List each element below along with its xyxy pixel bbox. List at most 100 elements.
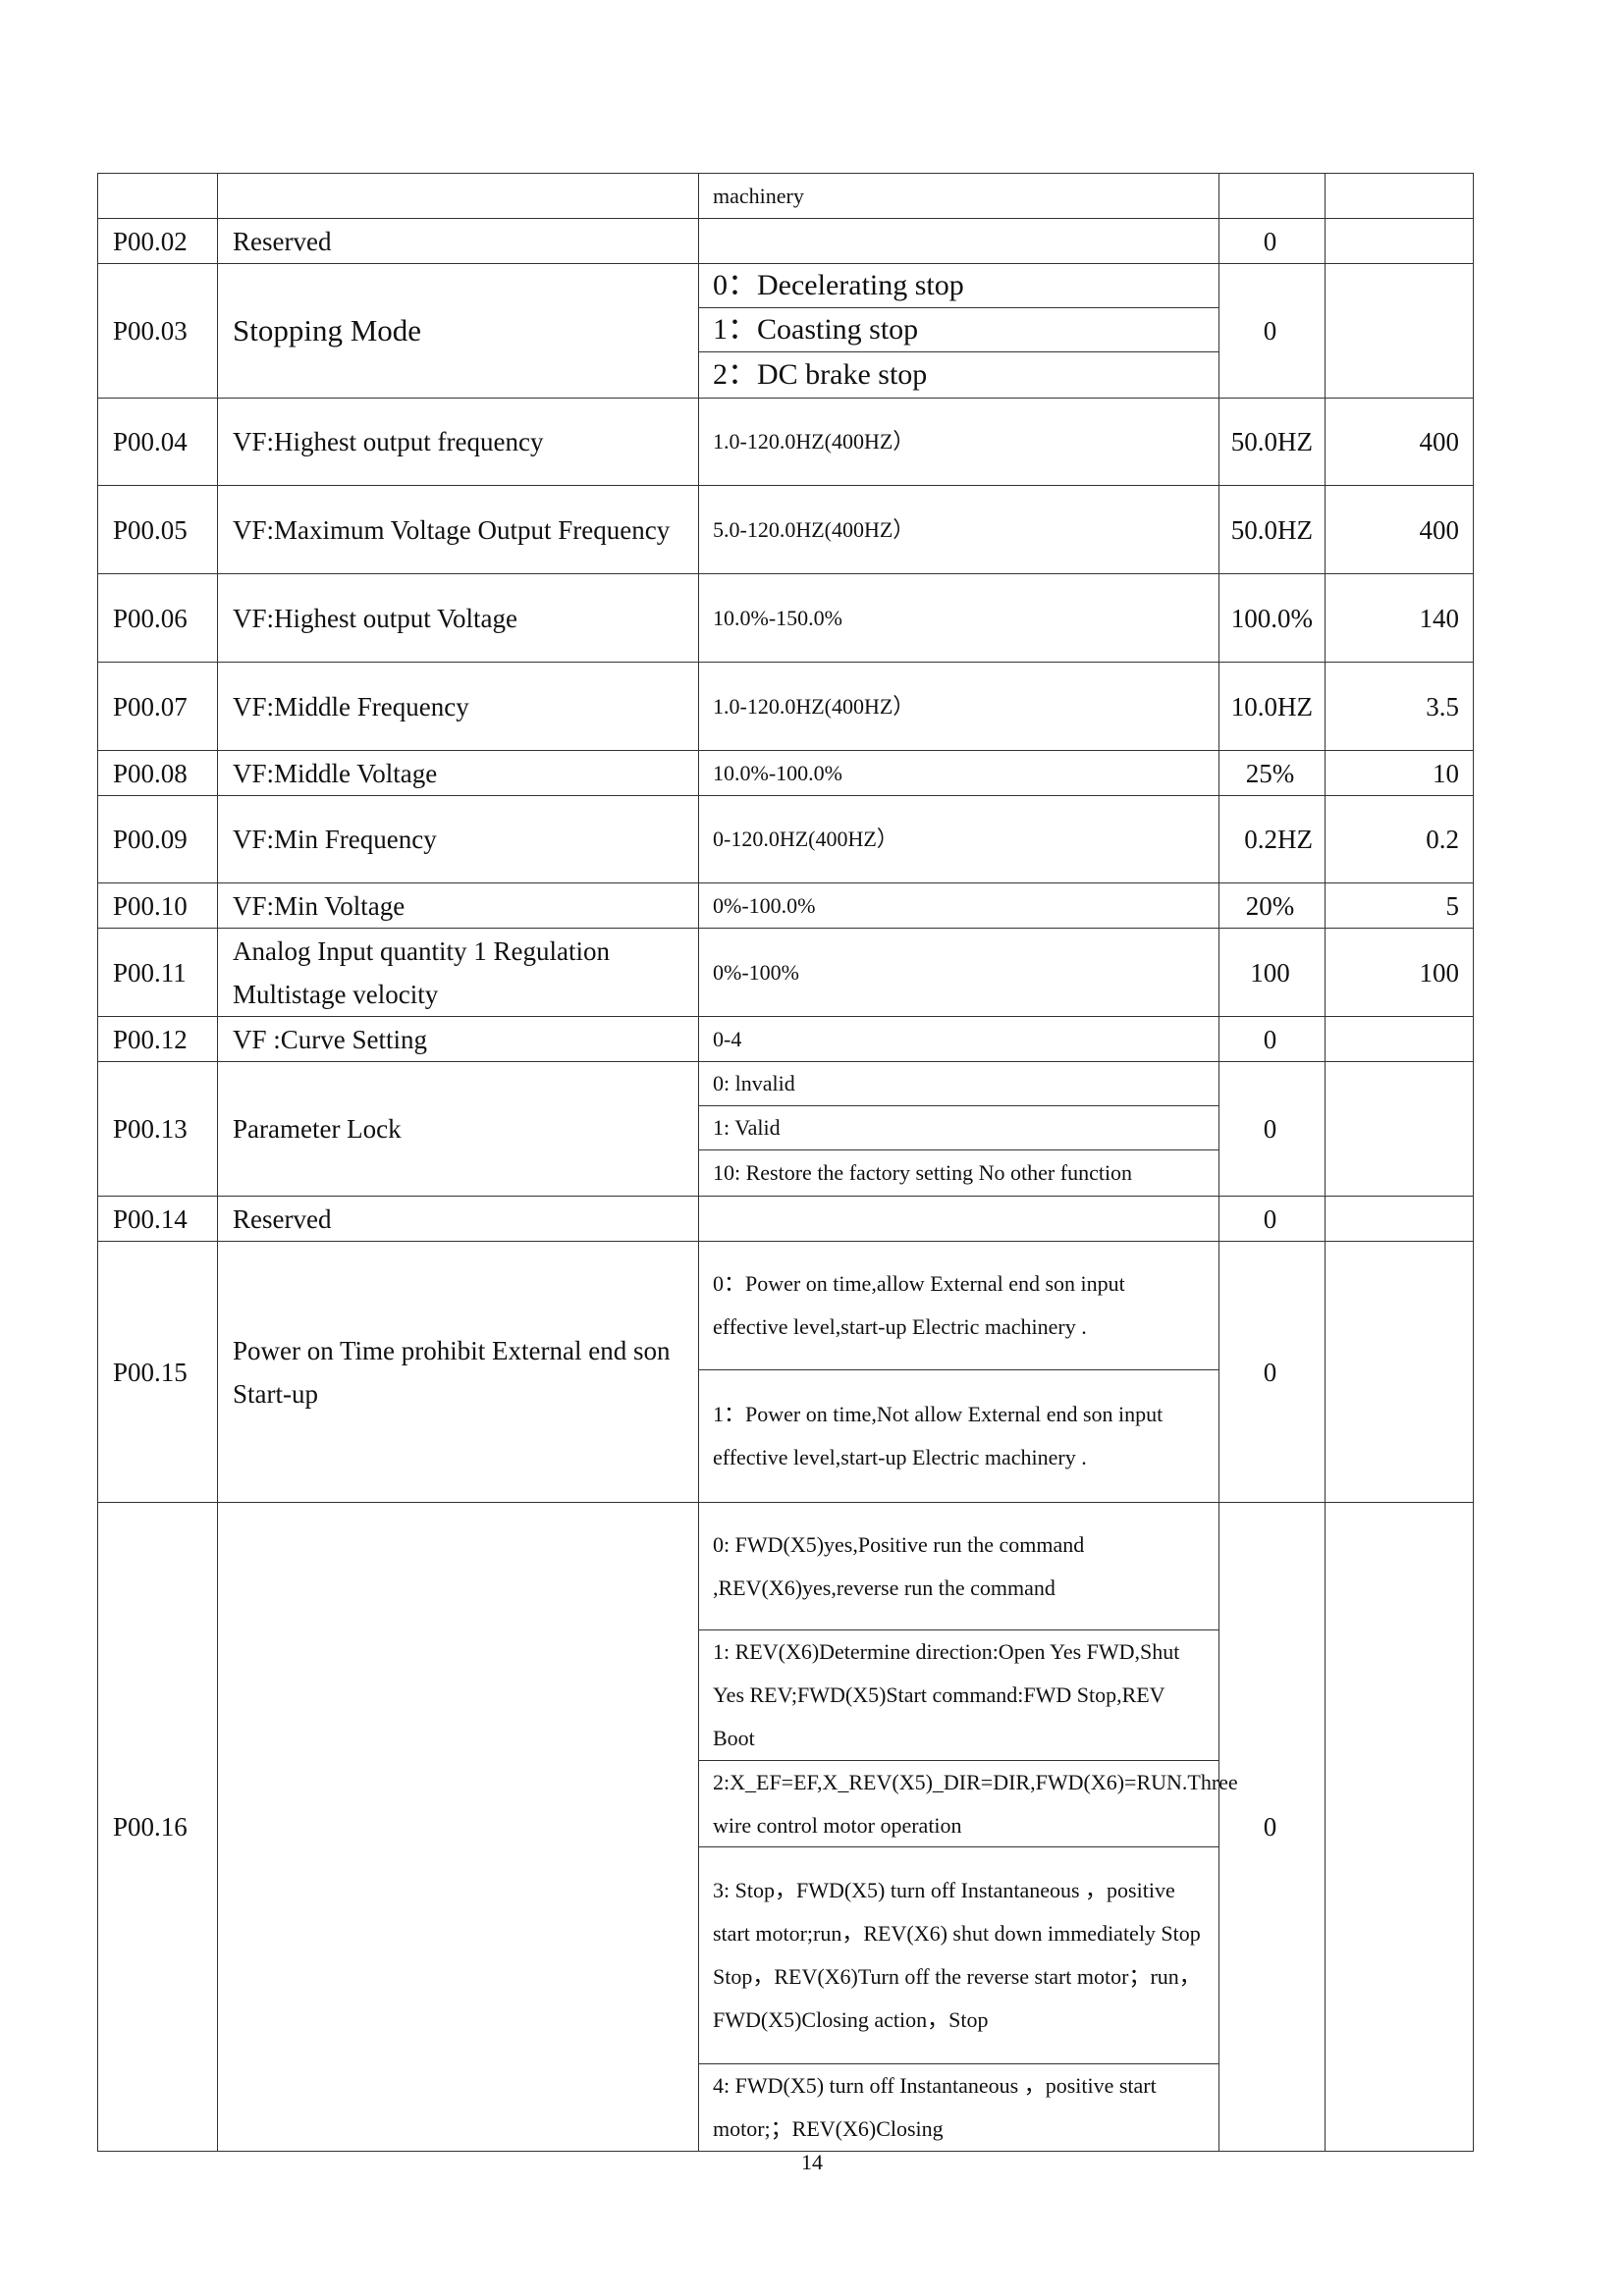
factory-value: 0.2 [1325, 795, 1474, 883]
page-number: 14 [801, 2150, 823, 2174]
factory-value [1325, 1016, 1474, 1062]
parameter-row: P00.10 VF:Min Voltage 0%-100.0% 20% 5 [97, 882, 1474, 929]
setting-range: 0: lnvalid 1: Valid 10: Restore the factor… [698, 1061, 1219, 1197]
range-option: 4: FWD(X5) turn off Instantaneous ，posit… [713, 2073, 1157, 2141]
range-option: 2:X_EF=EF,X_REV(X5)_DIR=DIR,FWD(X6)=RUN.… [699, 1761, 1238, 1847]
parameter-row: P00.06 VF:Highest output Voltage 10.0%-150… [97, 573, 1474, 663]
range-option: 0-4 [713, 1026, 742, 1051]
range-option: 0: FWD(X5)yes,Positive run the command ,… [699, 1503, 1218, 1630]
factory-value: 400 [1325, 485, 1474, 574]
setting-range [698, 218, 1219, 264]
range-option: 0-120.0HZ(400HZ） [713, 827, 898, 851]
factory-value [1325, 1241, 1474, 1503]
parameter-row: P00.14 Reserved 0 [97, 1196, 1474, 1242]
parameter-row: P00.03 Stopping Mode 0：Decelerating stop 1：… [97, 263, 1474, 399]
parameter-name: VF:Maximum Voltage Output Frequency [217, 485, 699, 574]
range-option: 1: REV(X6)Determine direction:Open Yes F… [699, 1630, 1218, 1761]
factory-value [1325, 173, 1474, 219]
default-value: 100.0% [1218, 573, 1326, 663]
setting-range: 0: FWD(X5)yes,Positive run the command ,… [698, 1502, 1238, 2152]
parameter-row: P00.09 VF:Min Frequency 0-120.0HZ(400HZ） 0.… [97, 795, 1474, 883]
range-option: 1：Power on time,Not allow External end s… [713, 1402, 1164, 1469]
parameter-code: P00.08 [97, 750, 218, 796]
default-value: 0 [1218, 218, 1326, 264]
parameter-name: Power on Time prohibit External end son … [217, 1241, 699, 1503]
parameter-code: P00.12 [97, 1016, 218, 1062]
range-option: 10.0%-100.0% [713, 760, 842, 785]
parameter-code: P00.16 [97, 1502, 218, 2152]
parameter-code [97, 173, 218, 219]
parameter-row: P00.07 VF:Middle Frequency 1.0-120.0HZ(400… [97, 662, 1474, 751]
factory-value [1325, 218, 1474, 264]
parameter-name: VF :Curve Setting [217, 1016, 699, 1062]
parameter-name: Analog Input quantity 1 Regulation Multi… [217, 928, 699, 1017]
range-option: 0%-100.0% [713, 892, 816, 918]
parameter-name: Reserved [217, 1196, 699, 1242]
range-option: 1.0-120.0HZ(400HZ） [713, 693, 915, 719]
parameter-row: P00.05 VF:Maximum Voltage Output Frequenc… [97, 485, 1474, 574]
parameter-name: VF:Highest output Voltage [217, 573, 699, 663]
default-value: 0 [1218, 1061, 1326, 1197]
parameter-name: VF:Min Voltage [217, 882, 699, 929]
parameter-name: Parameter Lock [217, 1061, 699, 1197]
parameter-row: P00.12 VF :Curve Setting 0-4 0 [97, 1016, 1474, 1062]
default-value: 100 [1218, 928, 1326, 1017]
factory-value [1325, 1502, 1474, 2152]
factory-value: 10 [1325, 750, 1474, 796]
setting-range: 1.0-120.0HZ(400HZ） [698, 398, 1219, 486]
parameter-name: VF:Middle Frequency [217, 662, 699, 751]
factory-value [1325, 263, 1474, 399]
parameter-row: P00.02 Reserved 0 [97, 218, 1474, 264]
factory-value: 5 [1325, 882, 1474, 929]
parameter-name: Reserved [217, 218, 699, 264]
parameter-code: P00.09 [97, 795, 218, 883]
factory-value [1325, 1196, 1474, 1242]
parameter-name: Stopping Mode [217, 263, 699, 399]
parameter-code: P00.06 [97, 573, 218, 663]
range-option: 1: Valid [699, 1106, 1218, 1150]
factory-value: 100 [1325, 928, 1474, 1017]
parameter-table: machinery P00.02 Reserved 0 P00.03 Stopping M… [97, 173, 1474, 2152]
range-option: 2：DC brake stop [713, 358, 928, 391]
parameter-code: P00.15 [97, 1241, 218, 1503]
parameter-row: P00.16 0: FWD(X5)yes,Positive run the com… [97, 1502, 1474, 2152]
parameter-code: P00.11 [97, 928, 218, 1017]
factory-value: 140 [1325, 573, 1474, 663]
default-value: 10.0HZ [1218, 662, 1326, 751]
parameter-code: P00.10 [97, 882, 218, 929]
parameter-code: P00.03 [97, 263, 218, 399]
default-value: 0 [1218, 1196, 1326, 1242]
default-value: 20% [1218, 882, 1326, 929]
parameter-name [217, 1502, 699, 2152]
parameter-name [217, 173, 699, 219]
parameter-code: P00.04 [97, 398, 218, 486]
parameter-row: P00.04 VF:Highest output frequency 1.0-120… [97, 398, 1474, 486]
factory-value: 400 [1325, 398, 1474, 486]
range-option: 1：Coasting stop [699, 308, 1218, 352]
range-option: 0：Power on time,allow External end son i… [699, 1242, 1218, 1370]
range-option: 10: Restore the factory setting No other… [713, 1160, 1133, 1185]
range-option: 0%-100% [713, 959, 799, 985]
default-value: 50.0HZ [1218, 398, 1326, 486]
parameter-code: P00.05 [97, 485, 218, 574]
parameter-name: VF:Highest output frequency [217, 398, 699, 486]
parameter-code: P00.14 [97, 1196, 218, 1242]
parameter-name: VF:Middle Voltage [217, 750, 699, 796]
default-value: 25% [1218, 750, 1326, 796]
factory-value [1325, 1061, 1474, 1197]
range-option: 3: Stop，FWD(X5) turn off Instantaneous ，… [699, 1847, 1218, 2064]
default-value: 0 [1218, 1016, 1326, 1062]
default-value: 50.0HZ [1218, 485, 1326, 574]
setting-range: 10.0%-100.0% [698, 750, 1219, 796]
range-option: 10.0%-150.0% [713, 605, 842, 630]
default-value: 0.2HZ [1218, 795, 1326, 883]
range-option: 1.0-120.0HZ(400HZ） [713, 429, 915, 454]
setting-range: 0-4 [698, 1016, 1219, 1062]
default-value: 0 [1218, 1241, 1326, 1503]
setting-range: 10.0%-150.0% [698, 573, 1219, 663]
parameter-row: machinery [97, 173, 1474, 219]
parameter-row: P00.08 VF:Middle Voltage 10.0%-100.0% 25% 10 [97, 750, 1474, 796]
parameter-code: P00.07 [97, 662, 218, 751]
parameter-name: VF:Min Frequency [217, 795, 699, 883]
setting-range: 5.0-120.0HZ(400HZ） [698, 485, 1219, 574]
